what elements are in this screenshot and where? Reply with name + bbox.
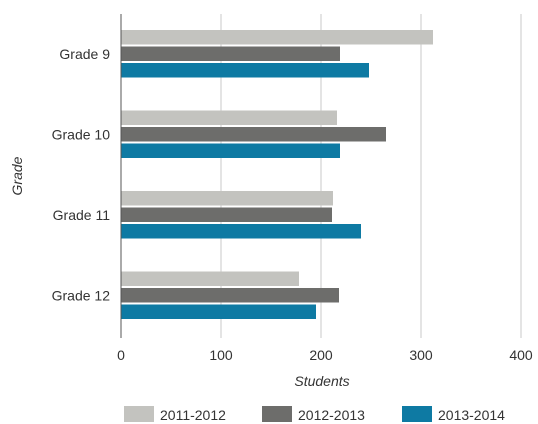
bar [121, 288, 339, 303]
legend-swatch [124, 406, 154, 422]
bar [121, 30, 433, 45]
legend-swatch [262, 406, 292, 422]
bar [121, 304, 316, 319]
legend-label: 2012-2013 [298, 407, 365, 423]
bar [121, 224, 361, 239]
legend: 2011-2012 2012-2013 2013-2014 [124, 406, 505, 423]
bars [121, 30, 433, 319]
bar [121, 191, 333, 206]
x-tick-label: 300 [409, 347, 433, 363]
y-axis-title: Grade [9, 156, 25, 195]
legend-item: 2012-2013 [262, 406, 365, 423]
bar [121, 271, 299, 286]
y-tick-label: Grade 12 [52, 287, 111, 303]
x-tick-labels: 0 100 200 300 400 [117, 347, 533, 363]
bar [121, 110, 337, 125]
y-tick-label: Grade 11 [53, 207, 111, 223]
legend-item: 2013-2014 [402, 406, 505, 423]
y-tick-label: Grade 9 [59, 46, 110, 62]
legend-label: 2013-2014 [438, 407, 505, 423]
bar [121, 63, 369, 78]
bar [121, 46, 340, 61]
x-tick-label: 200 [309, 347, 333, 363]
legend-item: 2011-2012 [124, 406, 226, 423]
bar [121, 143, 340, 158]
bar [121, 207, 332, 222]
legend-swatch [402, 406, 432, 422]
legend-label: 2011-2012 [160, 407, 226, 423]
x-tick-label: 400 [509, 347, 533, 363]
y-tick-label: Grade 10 [52, 126, 111, 142]
y-tick-labels: Grade 9 Grade 10 Grade 11 Grade 12 [52, 46, 111, 304]
x-tick-label: 100 [209, 347, 233, 363]
x-axis-title: Students [294, 373, 349, 389]
x-tick-label: 0 [117, 347, 125, 363]
bar [121, 127, 386, 142]
